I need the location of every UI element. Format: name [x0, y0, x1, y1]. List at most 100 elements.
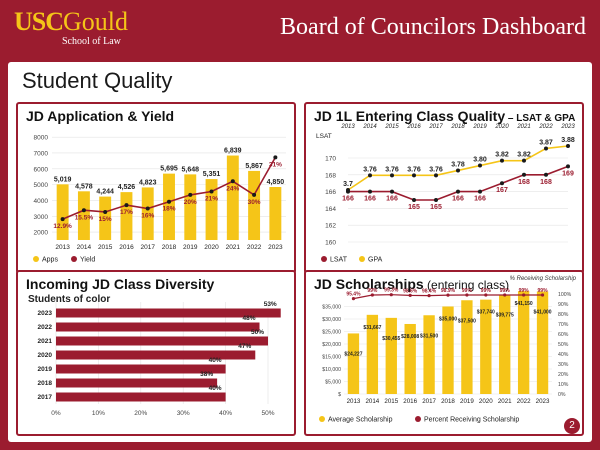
y-tick-label: 2017 [38, 394, 53, 401]
legend-yield-swatch [71, 256, 77, 262]
lsat-data-label: 166 [474, 196, 486, 203]
lsat-point [346, 189, 350, 194]
diversity-data-label: 40% [209, 357, 222, 364]
lsat-point [412, 198, 416, 202]
y-tick-label: 3000 [34, 214, 49, 221]
percent-data-label: 99% [538, 288, 549, 294]
percent-data-label: 95.4% [346, 292, 361, 298]
scholarship-data-label: $31,500 [420, 333, 438, 339]
x-tick-label: 2021 [226, 244, 241, 251]
scholarship-data-label: $28,008 [401, 334, 419, 340]
yield-point [81, 208, 86, 213]
y-left-tick-label: $ [338, 392, 341, 398]
yield-data-label: 18% [162, 206, 175, 213]
y-left-tick-label: $5,000 [325, 380, 341, 386]
gpa-point [478, 163, 482, 168]
diversity-data-label: 38% [200, 371, 213, 378]
y-right-tick-label: 50% [558, 342, 569, 348]
apps-bar [56, 184, 69, 240]
y-tick-label: 8000 [34, 135, 49, 142]
percent-point [503, 293, 507, 297]
x-tick-label: 2014 [365, 398, 379, 405]
y-tick-label: 5000 [34, 182, 49, 189]
apps-bar [184, 174, 197, 240]
x-tick-label: 2017 [422, 398, 436, 405]
y-tick-label: 2018 [38, 380, 53, 387]
percent-data-label: 99% [519, 288, 530, 294]
diversity-bar [56, 350, 256, 360]
diversity-data-label: 48% [243, 315, 256, 322]
yield-point [103, 209, 108, 214]
y-right-tick-label: 30% [558, 362, 569, 368]
gpa-point [500, 158, 504, 163]
panel-title: JD Scholarships (entering class) [314, 276, 510, 292]
legend-yield-label: Yield [80, 257, 95, 264]
apps-data-label: 5,695 [160, 166, 178, 173]
lsat-point [522, 172, 526, 177]
panel-lsat-gpa: JD 1L Entering Class Quality – LSAT & GP… [304, 102, 584, 274]
x-tick-label: 50% [261, 410, 274, 417]
x-tick-label: 2015 [384, 398, 398, 405]
legend-apps-swatch [33, 256, 39, 262]
diversity-bar [56, 308, 281, 318]
gpa-point [390, 173, 394, 178]
gpa-data-label: 3.80 [473, 157, 487, 164]
lsat-point [434, 198, 438, 202]
x-tick-label: 40% [219, 410, 232, 417]
apps-data-label: 4,244 [96, 189, 114, 196]
x-tick-label: 2020 [204, 244, 219, 251]
yield-point [230, 179, 235, 184]
dashboard-title: Board of Councilors Dashboard [280, 14, 586, 40]
lsat-point [456, 189, 460, 194]
diversity-data-label: 50% [251, 329, 264, 336]
lsat-point [500, 181, 504, 186]
x-tick-label: 2013 [347, 398, 361, 405]
y-left-tick-label: $35,000 [322, 305, 341, 311]
x-tick-label: 2020 [479, 398, 493, 405]
lsat-data-label: 168 [540, 179, 552, 186]
yield-data-label: 30% [248, 199, 261, 206]
legend-lsat-swatch [321, 256, 327, 262]
right-axis-title: % Receiving Scholarship [509, 276, 576, 282]
x-tick-label: 0% [51, 410, 61, 417]
percent-data-label: 99% [481, 288, 492, 294]
x-tick-label: 2018 [162, 244, 177, 251]
apps-bar [226, 155, 239, 240]
percent-point [522, 293, 526, 297]
yield-point [124, 203, 129, 208]
x-tick-label: 2018 [441, 398, 455, 405]
gpa-data-label: 3.7 [343, 181, 353, 188]
legend-gpa-label: GPA [368, 257, 383, 264]
gpa-point [522, 158, 526, 163]
x-tick-label: 2015 [98, 244, 113, 251]
y-left-tick-label: $20,000 [322, 342, 341, 348]
apps-bar [141, 187, 154, 240]
scholarship-data-label: $35,000 [439, 317, 457, 323]
y-tick-label: 160 [325, 240, 336, 247]
percent-data-label: 99% [367, 288, 378, 294]
scholarship-bar [423, 315, 435, 394]
y-right-tick-label: 70% [558, 322, 569, 328]
scholarship-bar [517, 291, 530, 394]
panel-title: JD Application & Yield [26, 108, 175, 124]
panel-title: JD 1L Entering Class Quality – LSAT & GP… [314, 108, 576, 124]
y-right-tick-label: 40% [558, 352, 569, 358]
yield-data-label: 12.9% [53, 223, 72, 230]
gpa-data-label: 3.76 [429, 166, 443, 173]
scholarship-data-label: $41,000 [534, 310, 552, 316]
apps-bar [99, 196, 112, 240]
percent-point [465, 293, 469, 297]
scholarship-data-label: $30,455 [382, 336, 400, 342]
x-tick-label: 2014 [77, 244, 92, 251]
y-tick-label: 4000 [34, 198, 49, 205]
y-tick-label: 6000 [34, 166, 49, 173]
x-tick-label: 2019 [183, 244, 198, 251]
legend-gpa-swatch [359, 256, 365, 262]
apps-data-label: 4,850 [267, 179, 285, 186]
x-tick-label: 2019 [460, 398, 474, 405]
apps-data-label: 5,019 [54, 176, 72, 183]
yield-data-label: 15.5% [75, 214, 94, 221]
x-tick-label: 2022 [247, 244, 262, 251]
panel-title: Incoming JD Class Diversity [26, 276, 215, 292]
scholarship-bar [385, 317, 397, 394]
